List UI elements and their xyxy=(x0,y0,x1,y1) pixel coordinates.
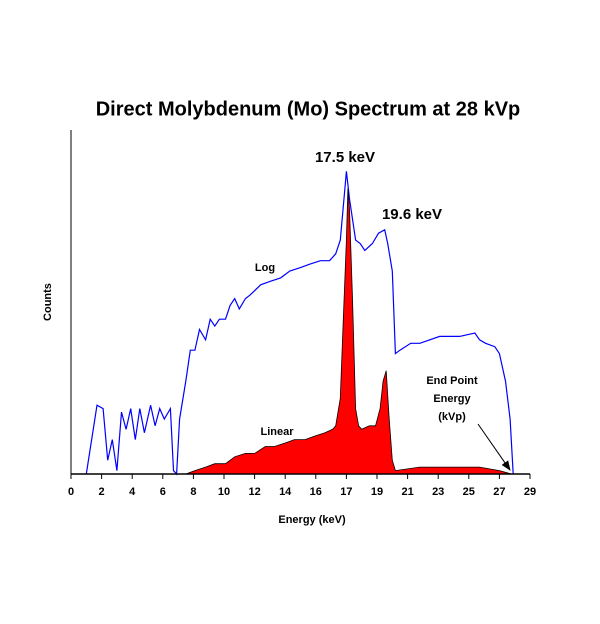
x-tick-label: 17 xyxy=(340,486,352,498)
x-tick-label: 29 xyxy=(524,486,536,498)
x-tick-label: 12 xyxy=(248,486,260,498)
x-tick-label: 10 xyxy=(218,486,230,498)
chart-title: Direct Molybdenum (Mo) Spectrum at 28 kV… xyxy=(96,98,521,120)
x-tick-label: 23 xyxy=(432,486,444,498)
annotation: End Point xyxy=(426,375,478,387)
annotation-arrow xyxy=(477,423,511,471)
x-tick-label: 0 xyxy=(68,486,74,498)
x-tick-label: 6 xyxy=(160,486,166,498)
x-tick-label: 2 xyxy=(99,486,105,498)
x-tick-label: 19 xyxy=(371,486,383,498)
x-tick-label: 4 xyxy=(129,486,136,498)
x-tick-label: 8 xyxy=(190,486,196,498)
area xyxy=(185,188,512,475)
annotation: Log xyxy=(255,262,275,274)
annotation: (kVp) xyxy=(438,411,466,423)
x-tick-label: 25 xyxy=(463,486,475,498)
annotation: Linear xyxy=(260,426,294,438)
annotation: 17.5 keV xyxy=(315,149,375,166)
x-tick-label: 16 xyxy=(310,486,322,498)
annotation: 19.6 keV xyxy=(382,206,442,223)
x-tick-label: 14 xyxy=(279,486,292,498)
x-axis-label: Energy (keV) xyxy=(278,514,346,526)
x-tick-label: 27 xyxy=(493,486,505,498)
x-tick-label: 21 xyxy=(401,486,413,498)
y-axis-label: Counts xyxy=(42,283,54,321)
line xyxy=(85,171,514,476)
annotation: Energy xyxy=(433,393,471,405)
